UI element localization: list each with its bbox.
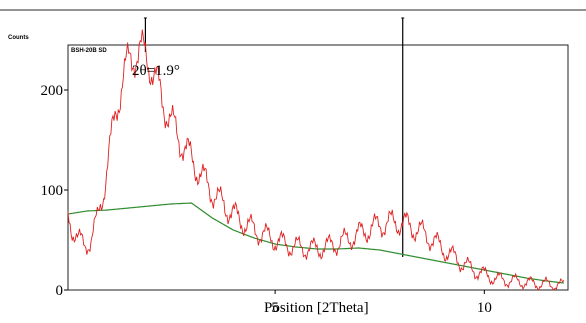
- y-tick-label: 200: [41, 83, 64, 99]
- y-tick-label: 100: [41, 183, 64, 199]
- x-tick-label: 5: [271, 300, 279, 316]
- x-axis-label: Position [2Theta]: [264, 300, 369, 316]
- x-axis-ticks: 5 10: [271, 290, 492, 316]
- peak-markers: [143, 17, 405, 257]
- sample-label: BSH-20B SD: [71, 48, 107, 54]
- peak-annotation: 2θ=1.9°: [132, 63, 180, 79]
- y-tick-label: 0: [56, 283, 64, 299]
- observed-series-line: [67, 29, 565, 291]
- y-axis-ticks: 0 100 200: [41, 83, 68, 299]
- y-axis-label: Counts: [8, 35, 29, 41]
- background-series-line: [67, 202, 564, 284]
- series-layer: [67, 29, 565, 291]
- plot-frame: [67, 44, 569, 291]
- x-tick-label: 10: [477, 300, 492, 316]
